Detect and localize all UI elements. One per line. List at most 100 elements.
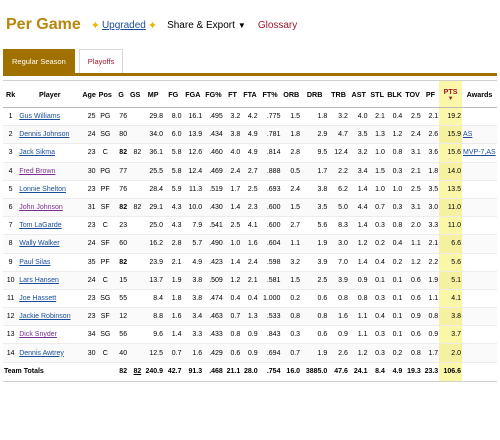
cell-fg: 5.8 — [163, 143, 183, 163]
cell-fta: 4.1 — [241, 216, 259, 236]
tab-regular-season[interactable]: Regular Season — [3, 49, 75, 73]
cell-player[interactable]: Joe Hassett — [18, 289, 82, 309]
cell-orb: 0.8 — [281, 307, 302, 327]
cell-gs — [128, 234, 143, 254]
cell-tov: 3.1 — [403, 143, 422, 163]
cell-fgp: .433 — [203, 325, 224, 345]
cell-awards — [462, 216, 497, 236]
table-row: 5 Lonnie Shelton 23 PF 76 28.4 5.9 11.3.519 1.7 2… — [3, 180, 497, 199]
col-header-fg[interactable]: FG — [163, 80, 183, 108]
cell-stl: 0.4 — [368, 253, 386, 272]
cell-ft: 2.5 — [223, 216, 242, 236]
cell-ft: 2.4 — [223, 162, 242, 181]
col-header-ft-pct[interactable]: FT% — [258, 80, 282, 108]
cell-player[interactable]: Dennis Johnson — [18, 125, 82, 145]
cell-player[interactable]: John Johnson — [18, 198, 82, 218]
col-header-ft[interactable]: FT — [223, 80, 242, 108]
col-header-drb[interactable]: DRB — [301, 80, 329, 108]
cell-player[interactable]: Lars Hansen — [18, 271, 82, 290]
col-header-fg-pct[interactable]: FG% — [203, 80, 224, 108]
col-header-stl[interactable]: STL — [368, 80, 386, 108]
cell-trb: 12.4 — [328, 143, 349, 163]
totals-fta: 28.0 — [241, 361, 259, 382]
col-header-age[interactable]: Age — [81, 80, 97, 108]
cell-player[interactable]: Tom LaGarde — [18, 216, 82, 236]
cell-orb: 1.1 — [281, 234, 302, 254]
cell-pos: SG — [96, 325, 114, 345]
cell-fga: 3.4 — [182, 307, 204, 327]
glossary-link[interactable]: Glossary — [257, 19, 298, 31]
cell-rk: 9 — [3, 253, 19, 272]
cell-g: 76 — [113, 107, 129, 127]
cell-ftp: .600 — [258, 216, 282, 236]
cell-ast: 4.0 — [348, 107, 369, 127]
cell-player[interactable]: Fred Brown — [18, 162, 82, 181]
col-header-pts[interactable]: PTS ▼ — [439, 80, 463, 108]
cell-fgp: .463 — [203, 307, 224, 327]
cell-drb: 0.8 — [301, 307, 329, 327]
pts-header-label: PTS — [443, 86, 458, 96]
totals-gs[interactable]: 82 — [128, 361, 143, 382]
cell-fg: 1.8 — [163, 289, 183, 309]
col-header-player[interactable]: Player — [18, 80, 82, 108]
cell-fg: 8.0 — [163, 107, 183, 127]
col-header-tov[interactable]: TOV — [403, 80, 422, 108]
col-header-mp[interactable]: MP — [142, 80, 164, 108]
cell-orb: 0.3 — [281, 325, 302, 345]
cell-player[interactable]: Gus Williams — [18, 107, 82, 127]
col-header-gs[interactable]: GS — [128, 80, 143, 108]
cell-player[interactable]: Lonnie Shelton — [18, 180, 82, 199]
col-header-blk[interactable]: BLK — [385, 80, 404, 108]
col-header-orb[interactable]: ORB — [281, 80, 302, 108]
cell-pos: SG — [96, 289, 114, 309]
cell-tov: 2.0 — [403, 216, 422, 236]
cell-fga: 1.6 — [182, 343, 204, 363]
cell-fgp: .490 — [203, 234, 224, 254]
col-header-g[interactable]: G — [113, 80, 129, 108]
tab-playoffs[interactable]: Playoffs — [78, 49, 124, 73]
cell-awards[interactable]: MVP-7,AS — [462, 143, 497, 163]
cell-fga: 5.7 — [182, 234, 204, 254]
col-header-fta[interactable]: FTA — [241, 80, 259, 108]
col-header-fga[interactable]: FGA — [182, 80, 204, 108]
table-row: 3 Jack Sikma 23 C 82 82 36.1 5.8 12.6.460 4.0 4.9.… — [3, 143, 497, 163]
cell-fta: 2.5 — [241, 180, 259, 199]
totals-trb: 47.6 — [328, 361, 349, 382]
table-row: 13 Dick Snyder 34 SG 56 9.6 1.4 3.3.433 0.8 0.9.8… — [3, 325, 497, 345]
cell-player[interactable]: Wally Walker — [18, 234, 82, 254]
col-header-ast[interactable]: AST — [348, 80, 369, 108]
team-totals-row: Team Totals 82 82 240.9 42.7 91.3 .468 2… — [3, 361, 497, 382]
cell-tov: 2.1 — [403, 162, 422, 181]
col-header-pos[interactable]: Pos — [96, 80, 114, 108]
col-header-awards[interactable]: Awards — [462, 80, 497, 108]
cell-stl: 1.3 — [368, 125, 386, 145]
cell-fta: 0.9 — [241, 325, 259, 345]
col-header-rk[interactable]: Rk — [3, 80, 19, 108]
cell-rk: 6 — [3, 198, 19, 218]
cell-rk: 10 — [3, 271, 19, 290]
page-title: Per Game — [6, 16, 81, 33]
cell-awards — [462, 162, 497, 181]
col-header-pf[interactable]: PF — [421, 80, 440, 108]
share-export-menu[interactable]: Share & Export ▼ — [167, 20, 246, 31]
cell-drb: 1.9 — [301, 343, 329, 363]
cell-player[interactable]: Jackie Robinson — [18, 307, 82, 327]
upgraded-badge[interactable]: ✦ Upgraded ✦ — [91, 19, 157, 32]
table-row: 12 Jackie Robinson 23 SF 12 8.8 1.6 3.4.463 0.7 1… — [3, 307, 497, 327]
upgraded-link[interactable]: Upgraded — [101, 19, 146, 31]
cell-player[interactable]: Jack Sikma — [18, 143, 82, 163]
cell-fg: 1.9 — [163, 271, 183, 290]
col-header-trb[interactable]: TRB — [328, 80, 349, 108]
cell-awards[interactable]: AS — [462, 125, 497, 145]
cell-blk: 0.3 — [385, 162, 404, 181]
cell-player[interactable]: Paul Silas — [18, 253, 82, 272]
cell-player[interactable]: Dick Snyder — [18, 325, 82, 345]
cell-drb: 1.8 — [301, 107, 329, 127]
cell-trb: 8.3 — [328, 216, 349, 236]
cell-gs: 82 — [128, 198, 143, 218]
cell-ft: 1.7 — [223, 180, 242, 199]
cell-trb: 6.2 — [328, 180, 349, 199]
cell-player[interactable]: Dennis Awtrey — [18, 343, 82, 363]
cell-fg: 5.9 — [163, 180, 183, 199]
cell-pos: PF — [96, 180, 114, 199]
